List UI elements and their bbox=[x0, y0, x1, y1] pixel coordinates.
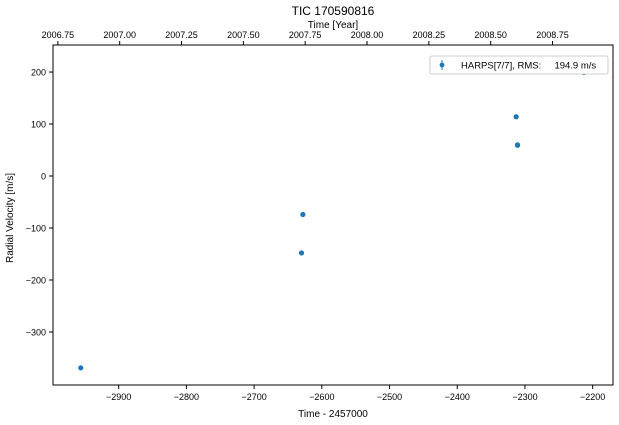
data-point bbox=[78, 365, 84, 371]
top-x-tick-label: 2008.25 bbox=[413, 30, 446, 40]
chart-title: TIC 170590816 bbox=[292, 4, 375, 18]
legend-box bbox=[429, 55, 609, 75]
y-tick-label: 200 bbox=[31, 68, 46, 78]
top-x-tick-label: 2007.00 bbox=[103, 30, 136, 40]
x-tick-label: −2300 bbox=[512, 392, 537, 402]
legend-marker bbox=[439, 62, 445, 68]
x-tick-label: −2600 bbox=[309, 392, 334, 402]
data-point bbox=[514, 142, 521, 148]
y-tick-label: −300 bbox=[26, 327, 46, 337]
top-x-tick-label: 2008.75 bbox=[536, 30, 569, 40]
y-axis-label: Radial Velocity [m/s] bbox=[5, 173, 16, 263]
x-tick-label: −2900 bbox=[106, 392, 131, 402]
data-point bbox=[300, 211, 306, 218]
x-tick-label: −2700 bbox=[241, 392, 266, 402]
data-point bbox=[298, 250, 305, 256]
top-x-tick-label: 2007.50 bbox=[227, 30, 260, 40]
x-tick-label: −2800 bbox=[174, 392, 199, 402]
top-x-tick-label: 2008.50 bbox=[474, 30, 507, 40]
top-x-tick-label: 2006.75 bbox=[42, 30, 75, 40]
x-tick-label: −2400 bbox=[445, 392, 470, 402]
x-axis-label: Time - 2457000 bbox=[298, 409, 368, 420]
y-tick-label: 100 bbox=[31, 120, 46, 130]
y-tick-label: −100 bbox=[26, 223, 46, 233]
data-point bbox=[513, 114, 519, 120]
x-tick-label: −2200 bbox=[580, 392, 605, 402]
top-x-axis-label: Time [Year] bbox=[308, 20, 359, 31]
plot-frame bbox=[52, 44, 614, 386]
y-tick-label: 0 bbox=[41, 172, 46, 182]
x-tick-label: −2500 bbox=[377, 392, 402, 402]
data-points bbox=[78, 69, 587, 371]
top-x-tick-label: 2007.75 bbox=[289, 30, 322, 40]
legend: HARPS[7/7], RMS: 194.9 m/s bbox=[429, 55, 609, 75]
axis-ticks: −2900 −2800 −2700 −2600 −2500 −2400 −2300 −2200… bbox=[26, 30, 606, 402]
y-tick-label: −200 bbox=[26, 275, 46, 285]
top-x-tick-label: 2008.00 bbox=[351, 30, 384, 40]
top-x-tick-label: 2007.25 bbox=[165, 30, 198, 40]
legend-label: HARPS[7/7], RMS: 194.9 m/s bbox=[461, 61, 596, 72]
